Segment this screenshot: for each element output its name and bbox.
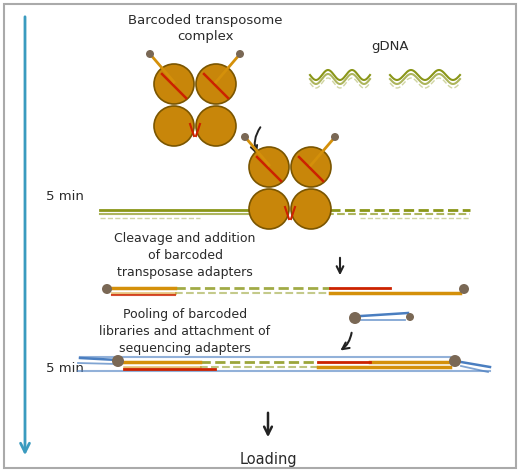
Circle shape: [154, 106, 194, 146]
Circle shape: [449, 355, 461, 367]
Circle shape: [331, 133, 339, 141]
Circle shape: [154, 64, 194, 104]
Text: gDNA: gDNA: [371, 40, 409, 53]
Circle shape: [291, 189, 331, 229]
Circle shape: [249, 147, 289, 187]
Text: Barcoded transposome
complex: Barcoded transposome complex: [128, 14, 282, 43]
Text: 5 min: 5 min: [46, 191, 84, 203]
Circle shape: [112, 355, 124, 367]
Text: Pooling of barcoded
libraries and attachment of
sequencing adapters: Pooling of barcoded libraries and attach…: [99, 308, 270, 355]
Circle shape: [146, 50, 154, 58]
Text: Loading: Loading: [239, 452, 297, 467]
Circle shape: [349, 312, 361, 324]
Circle shape: [196, 106, 236, 146]
Circle shape: [291, 147, 331, 187]
Circle shape: [196, 64, 236, 104]
Circle shape: [241, 133, 249, 141]
Text: 5 min: 5 min: [46, 362, 84, 374]
Text: Cleavage and addition
of barcoded
transposase adapters: Cleavage and addition of barcoded transp…: [114, 232, 256, 279]
Circle shape: [406, 313, 414, 321]
Circle shape: [459, 284, 469, 294]
Circle shape: [102, 284, 112, 294]
Circle shape: [236, 50, 244, 58]
Circle shape: [249, 189, 289, 229]
